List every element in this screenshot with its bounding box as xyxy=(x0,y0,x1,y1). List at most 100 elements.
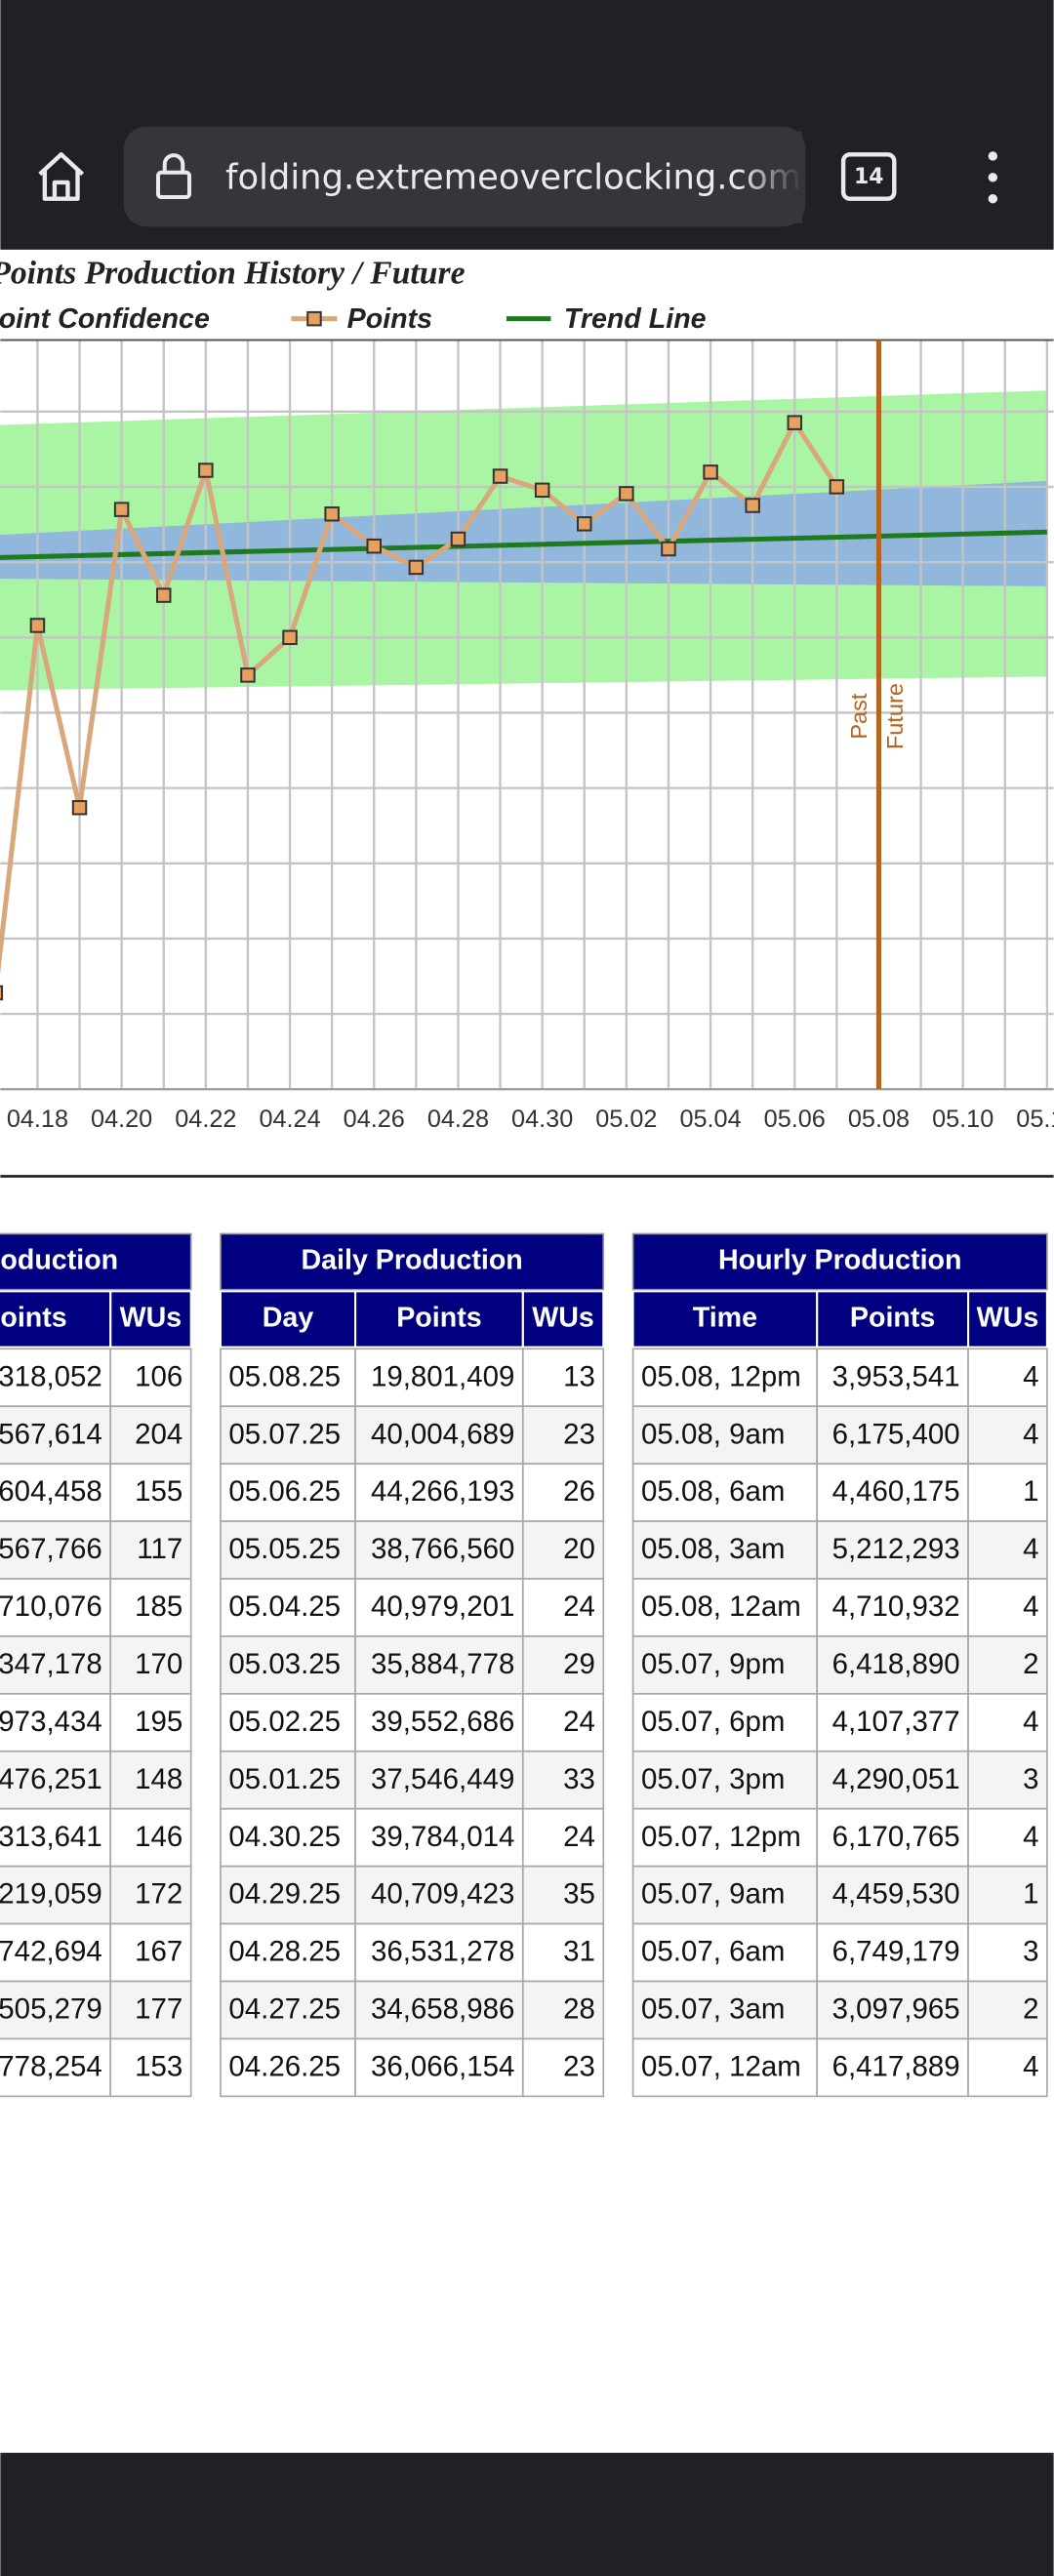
cell-text: 13 xyxy=(563,1360,595,1392)
legend-label: Trend Line xyxy=(564,303,707,335)
cell-text: 4 xyxy=(1023,1360,1038,1392)
address-bar[interactable] xyxy=(123,126,806,227)
cell-text: 1 xyxy=(1023,1475,1038,1508)
table-cell xyxy=(354,1463,524,1522)
point-marker xyxy=(408,559,425,576)
cell-text: 05.07, 3am xyxy=(641,1993,785,2026)
table-cell xyxy=(967,1922,1048,1983)
cell-text: 4,460,175 xyxy=(832,1475,960,1508)
cell-text: 31 xyxy=(563,1936,595,1968)
table-cell xyxy=(967,1348,1048,1408)
cell-text: 567,766 xyxy=(0,1533,102,1565)
table-cell xyxy=(631,1980,819,2040)
cell-text: 28 xyxy=(563,1993,595,2026)
table-cell xyxy=(521,1980,605,2040)
cell-text: 4 xyxy=(1023,1533,1038,1565)
cell-text: 05.02.25 xyxy=(228,1706,341,1738)
x-tick-label: 04.26 xyxy=(344,1106,405,1133)
table-cell xyxy=(967,1635,1048,1695)
cell-text: 05.07, 9pm xyxy=(641,1648,785,1680)
cell-text: 23 xyxy=(563,2051,595,2083)
point-marker xyxy=(282,629,298,646)
table-cell xyxy=(109,1405,192,1465)
divider-label: Future xyxy=(882,683,908,749)
table-cell xyxy=(354,1693,524,1752)
cell-text: 05.06.25 xyxy=(228,1475,341,1508)
table-title: oduction xyxy=(0,1245,118,1276)
table-cell xyxy=(521,1520,605,1580)
x-tick-label: 05.02 xyxy=(595,1106,657,1133)
cell-text: 3 xyxy=(1023,1936,1038,1968)
cell-text: 778,254 xyxy=(0,2051,102,2083)
header-cell xyxy=(521,1290,605,1348)
point-marker xyxy=(661,541,676,557)
table-cell xyxy=(109,1750,192,1810)
trend-line xyxy=(0,529,1047,560)
table-cell xyxy=(354,1980,524,2040)
table-cell xyxy=(0,1750,112,1810)
table-cell xyxy=(521,1922,605,1983)
table-cell xyxy=(631,1807,819,1868)
tab-count: 14 xyxy=(854,165,883,189)
table-cell xyxy=(354,1865,524,1925)
tab-switcher[interactable] xyxy=(840,152,897,201)
table-cell xyxy=(631,1348,819,1408)
cell-text: 204 xyxy=(135,1418,182,1450)
table-cell xyxy=(816,1750,969,1810)
table-title-bar xyxy=(220,1232,605,1291)
table-cell xyxy=(354,2037,524,2098)
table-cell xyxy=(816,1922,969,1983)
cell-text: 04.27.25 xyxy=(228,1993,341,2026)
table-cell xyxy=(967,1520,1048,1580)
point-marker xyxy=(155,587,172,603)
cell-text: 3,097,965 xyxy=(832,1993,960,2026)
x-tick-label: 04.20 xyxy=(91,1106,152,1133)
table-header-row xyxy=(220,1291,604,1348)
cell-text: 05.08, 9am xyxy=(641,1418,785,1450)
point-marker xyxy=(492,468,508,484)
cell-text: 3 xyxy=(1023,1763,1038,1795)
cell-text: 6,175,400 xyxy=(832,1418,960,1450)
table-title-bar xyxy=(0,1232,192,1291)
cell-text: 153 xyxy=(135,2051,182,2083)
cell-text: 04.26.25 xyxy=(228,2051,341,2083)
cell-text: 6,418,890 xyxy=(832,1648,960,1680)
cell-text: 40,709,423 xyxy=(371,1878,514,1911)
x-tick-label: 05.04 xyxy=(679,1106,741,1133)
cell-text: 4 xyxy=(1023,1590,1038,1623)
cell-text: 05.07, 3pm xyxy=(641,1763,785,1795)
url[interactable]: folding.extremeoverclocking.com xyxy=(225,158,801,198)
table-cell xyxy=(816,1635,969,1695)
table-cell xyxy=(521,1807,605,1868)
table-cell xyxy=(631,2037,819,2098)
home-button[interactable] xyxy=(38,152,85,201)
column-header: WUs xyxy=(977,1303,1039,1334)
cell-text: 742,694 xyxy=(0,1936,102,1968)
point-marker xyxy=(0,985,4,1001)
table-cell xyxy=(521,1348,605,1408)
cell-text: 05.05.25 xyxy=(228,1533,341,1565)
point-marker xyxy=(787,415,803,430)
table-header-row xyxy=(0,1291,191,1348)
cell-text: 05.08, 3am xyxy=(641,1533,785,1565)
cell-text: 6,417,889 xyxy=(832,2051,960,2083)
table-cell xyxy=(521,1405,605,1465)
cell-text: 24 xyxy=(563,1590,595,1623)
table-cell xyxy=(0,1807,112,1868)
table-cell xyxy=(967,2037,1048,2098)
cell-text: 04.30.25 xyxy=(228,1821,341,1853)
x-tick-label: 05.06 xyxy=(764,1106,826,1133)
table-cell xyxy=(521,2037,605,2098)
menu-button[interactable] xyxy=(988,151,998,204)
point-marker xyxy=(703,464,718,480)
cell-text: 05.07, 6pm xyxy=(641,1706,785,1738)
x-tick-label: 04.30 xyxy=(511,1106,573,1133)
point-marker xyxy=(366,538,382,554)
table-title-bar xyxy=(631,1232,1048,1291)
header-cell xyxy=(967,1290,1048,1348)
table-cell xyxy=(0,1405,112,1465)
table-cell xyxy=(967,1865,1048,1925)
cell-text: 05.07, 12am xyxy=(641,2051,801,2083)
table-cell xyxy=(0,1635,112,1695)
table-cell xyxy=(816,1980,969,2040)
